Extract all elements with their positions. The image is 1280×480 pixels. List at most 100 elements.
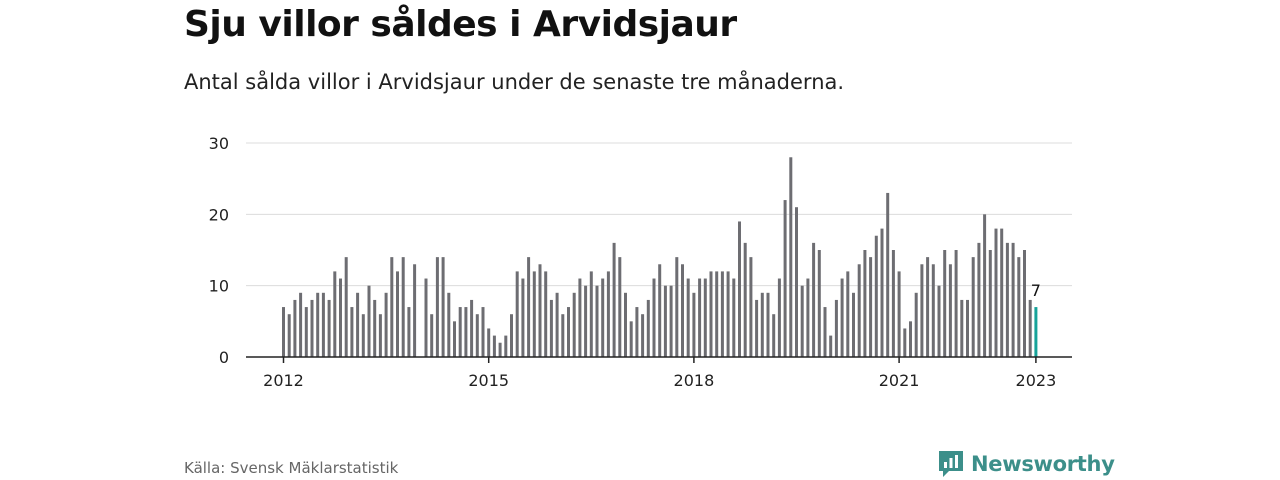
bar bbox=[584, 285, 588, 357]
bar bbox=[926, 257, 930, 357]
bar-highlight bbox=[1034, 307, 1038, 357]
bar bbox=[715, 271, 719, 357]
bar bbox=[658, 264, 662, 357]
bar bbox=[823, 307, 827, 357]
bar bbox=[458, 307, 462, 357]
y-tick-label: 10 bbox=[209, 277, 229, 296]
bar bbox=[333, 271, 337, 357]
bar bbox=[675, 257, 679, 357]
bar bbox=[948, 264, 952, 357]
x-tick-label: 2018 bbox=[674, 371, 715, 390]
bar bbox=[766, 292, 770, 357]
bar bbox=[1011, 242, 1015, 357]
bar bbox=[641, 314, 645, 357]
bar bbox=[869, 257, 873, 357]
x-tick-label: 2015 bbox=[468, 371, 509, 390]
bar bbox=[453, 321, 456, 357]
bar bbox=[732, 278, 736, 357]
bar bbox=[817, 250, 821, 357]
bar bbox=[287, 314, 291, 357]
bar bbox=[327, 299, 331, 357]
bar bbox=[783, 200, 787, 357]
bar bbox=[795, 207, 798, 357]
bar bbox=[663, 285, 667, 357]
bar bbox=[812, 242, 816, 357]
x-tick-label: 2023 bbox=[1016, 371, 1057, 390]
bar bbox=[510, 314, 513, 357]
bar bbox=[470, 299, 474, 357]
bar bbox=[373, 299, 377, 357]
bar bbox=[692, 292, 696, 357]
bar bbox=[1028, 299, 1032, 357]
bar bbox=[777, 278, 781, 357]
bar bbox=[891, 250, 895, 357]
bar bbox=[527, 257, 531, 357]
bar bbox=[846, 271, 850, 357]
bar bbox=[396, 271, 399, 357]
bar bbox=[646, 299, 650, 357]
bar bbox=[401, 257, 405, 357]
bar bbox=[430, 314, 434, 357]
bar bbox=[834, 299, 838, 357]
y-tick-label: 20 bbox=[209, 205, 229, 224]
bar bbox=[669, 285, 673, 357]
newsworthy-logo-icon bbox=[939, 451, 963, 477]
brand-name: Newsworthy bbox=[971, 452, 1115, 476]
bar bbox=[549, 299, 553, 357]
bar bbox=[897, 271, 901, 357]
bar bbox=[886, 192, 890, 357]
bar bbox=[914, 292, 918, 357]
y-tick-label: 0 bbox=[219, 348, 229, 367]
bar bbox=[971, 257, 975, 357]
bar bbox=[618, 257, 622, 357]
bar bbox=[606, 271, 610, 357]
y-tick-label: 30 bbox=[209, 134, 229, 153]
bar bbox=[1023, 250, 1026, 357]
bar bbox=[840, 278, 844, 357]
bar bbox=[475, 314, 479, 357]
bar bbox=[515, 271, 519, 357]
bar bbox=[595, 285, 599, 357]
page-title: Sju villor såldes i Arvidsjaur bbox=[184, 4, 737, 45]
bar bbox=[578, 278, 582, 357]
bar bbox=[612, 242, 616, 357]
bar bbox=[863, 250, 867, 357]
bar bbox=[413, 264, 417, 357]
bar bbox=[709, 271, 713, 357]
bar bbox=[954, 250, 958, 357]
bar bbox=[1000, 228, 1004, 357]
bar bbox=[988, 250, 992, 357]
bar bbox=[282, 307, 285, 357]
bar bbox=[350, 307, 354, 357]
bar bbox=[487, 328, 491, 357]
bar bbox=[681, 264, 684, 357]
bar bbox=[367, 285, 371, 357]
bar bbox=[544, 271, 548, 357]
bar bbox=[635, 307, 639, 357]
source-note: Källa: Svensk Mäklarstatistik bbox=[184, 459, 399, 477]
bar bbox=[424, 278, 428, 357]
bar bbox=[1017, 257, 1021, 357]
bar bbox=[920, 264, 924, 357]
highlight-value-label: 7 bbox=[1031, 281, 1041, 300]
bar bbox=[983, 214, 987, 357]
bar bbox=[960, 299, 964, 357]
bar bbox=[624, 292, 627, 357]
x-tick-label: 2012 bbox=[263, 371, 304, 390]
bar bbox=[435, 257, 439, 357]
bar bbox=[378, 314, 382, 357]
bar bbox=[852, 292, 855, 357]
bar bbox=[504, 335, 508, 357]
bar bbox=[538, 264, 542, 357]
bar bbox=[789, 157, 793, 357]
bar bbox=[555, 292, 559, 357]
brand-logo: Newsworthy bbox=[937, 449, 1115, 479]
bar bbox=[738, 221, 741, 357]
bar bbox=[407, 307, 411, 357]
bar bbox=[629, 321, 633, 357]
bar bbox=[966, 299, 969, 357]
bar bbox=[361, 314, 365, 357]
bar bbox=[316, 292, 320, 357]
bar bbox=[829, 335, 833, 357]
